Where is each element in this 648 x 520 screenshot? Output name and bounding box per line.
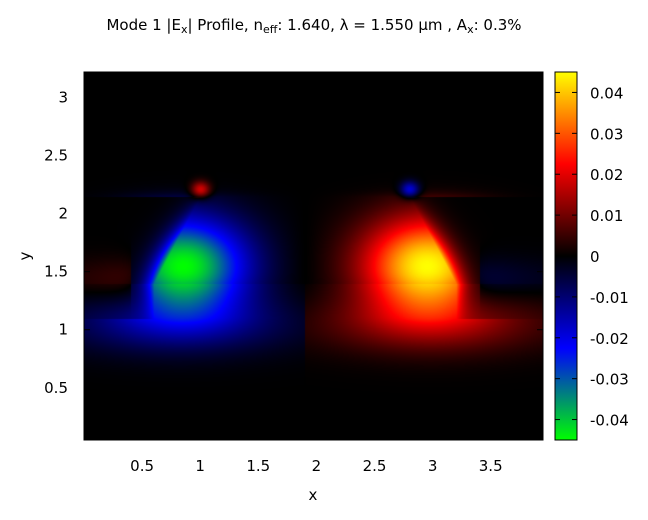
y-tick-label: 0.5 [44, 379, 68, 397]
colorbar-tick-label: -0.02 [590, 330, 629, 348]
y-axis-label: y [16, 251, 34, 260]
colorbar-tick-label: -0.04 [590, 412, 629, 430]
y-tick-label: 2.5 [44, 147, 68, 165]
colorbar-tick-label: 0 [590, 248, 600, 266]
x-axis: 0.5 1 1.5 2 2.5 3 3.5 [130, 72, 503, 475]
colorbar-tick-label: -0.03 [590, 371, 629, 389]
y-tick-label: 1.5 [44, 263, 68, 281]
colorbar-tick-label: 0.04 [590, 84, 623, 102]
y-tick-label: 2 [58, 205, 68, 223]
x-tick-label: 3.5 [479, 457, 503, 475]
x-tick-label: 1 [195, 457, 205, 475]
colorbar-tick-label: 0.03 [590, 125, 623, 143]
x-tick-label: 2.5 [363, 457, 387, 475]
colorbar-tick-label: 0.02 [590, 166, 623, 184]
colorbar-axis: 0.04 0.03 0.02 0.01 0 -0.01 -0.02 -0.03 -0.04 [555, 84, 629, 430]
colorbar-tick-label: -0.01 [590, 289, 629, 307]
x-tick-label: 2 [312, 457, 322, 475]
chart-title: Mode 1 |Ex| Profile, neff: 1.640, λ = 1.… [106, 16, 522, 36]
x-tick-label: 3 [428, 457, 438, 475]
y-axis: 0.5 1 1.5 2 2.5 3 [44, 89, 543, 397]
plot-frame [83, 71, 544, 441]
y-tick-label: 1 [58, 321, 68, 339]
colorbar-tick-label: 0.01 [590, 207, 623, 225]
x-tick-label: 0.5 [130, 457, 154, 475]
heatmap-area [84, 72, 543, 440]
x-axis-label: x [309, 486, 318, 504]
x-tick-label: 1.5 [246, 457, 270, 475]
y-tick-label: 3 [58, 89, 68, 107]
